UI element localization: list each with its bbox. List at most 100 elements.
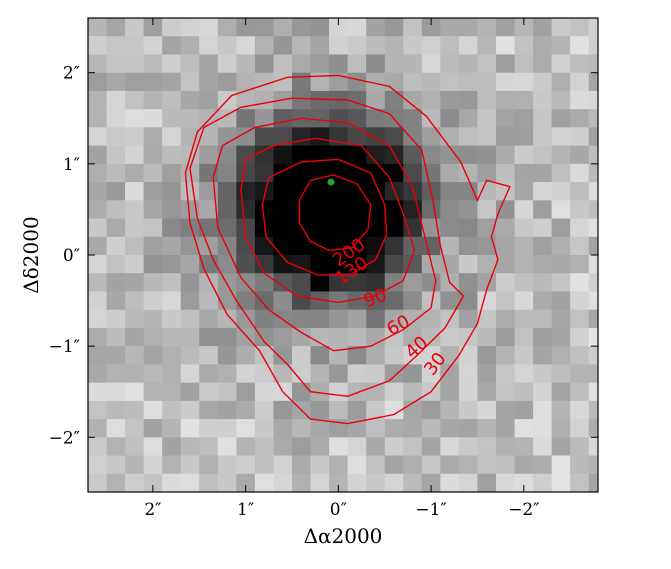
image-pixel [254, 309, 275, 329]
image-pixel [329, 309, 349, 329]
image-pixel [533, 72, 553, 92]
image-pixel [477, 127, 497, 147]
image-pixel [440, 437, 460, 457]
image-pixel [588, 364, 598, 384]
image-pixel [570, 36, 590, 56]
image-pixel [458, 90, 479, 110]
image-pixel [162, 145, 182, 165]
image-pixel [125, 364, 145, 384]
image-pixel [458, 36, 479, 56]
image-pixel [273, 182, 293, 201]
image-pixel [329, 400, 349, 420]
image-pixel [217, 473, 237, 492]
image-pixel [180, 18, 200, 37]
image-pixel [496, 54, 516, 74]
position-marker [327, 178, 335, 186]
image-pixel [366, 18, 386, 37]
image-pixel [217, 127, 237, 147]
image-pixel [403, 90, 423, 110]
image-pixel [403, 109, 423, 128]
image-pixel [347, 255, 367, 274]
image-pixel [458, 419, 479, 438]
image-pixel [533, 419, 553, 438]
image-pixel [607, 54, 626, 73]
image-pixel [310, 400, 330, 420]
image-pixel [403, 346, 423, 365]
image-pixel [496, 163, 516, 183]
image-pixel [292, 364, 312, 384]
image-pixel [292, 455, 312, 475]
contour-line-60 [212, 117, 437, 352]
image-pixel [329, 218, 349, 238]
image-pixel [551, 127, 571, 147]
image-pixel [199, 127, 219, 147]
image-pixel [162, 291, 182, 311]
image-pixel [477, 382, 497, 402]
image-pixel [514, 255, 534, 274]
image-pixel [236, 382, 256, 402]
image-pixel [180, 36, 200, 56]
image-pixel [570, 255, 590, 274]
image-pixel [570, 492, 589, 511]
image-pixel [329, 291, 349, 311]
image-pixel [551, 309, 571, 329]
image-pixel [551, 473, 571, 492]
image-pixel [236, 145, 256, 165]
image-pixel [310, 291, 330, 311]
image-pixel [403, 473, 423, 492]
image-pixel [607, 219, 626, 238]
image-pixel [570, 309, 590, 329]
image-pixel [88, 400, 108, 420]
image-pixel [310, 273, 330, 293]
image-pixel [329, 236, 349, 256]
image-pixel [88, 236, 108, 256]
image-pixel [440, 54, 460, 74]
image-pixel [533, 36, 553, 56]
image-pixel [106, 364, 126, 384]
image-pixel [310, 182, 330, 201]
image-pixel [180, 273, 200, 293]
image-pixel [329, 54, 349, 74]
image-pixel [254, 182, 275, 201]
image-pixels [88, 18, 626, 511]
image-pixel [217, 109, 237, 128]
image-pixel [551, 291, 571, 311]
image-pixel [143, 90, 163, 110]
image-pixel [107, 492, 126, 511]
image-pixel [199, 18, 219, 37]
image-pixel [347, 54, 367, 74]
image-pixel [458, 127, 479, 147]
image-pixel [588, 218, 598, 238]
image-pixel [458, 236, 479, 256]
image-pixel [88, 364, 108, 384]
image-pixel [514, 218, 534, 238]
image-pixel [143, 127, 163, 147]
image-pixel [347, 455, 367, 475]
image-pixel [292, 163, 312, 183]
image-pixel [273, 36, 293, 56]
image-pixel [292, 273, 312, 293]
image-pixel [384, 437, 404, 457]
image-pixel [477, 364, 497, 384]
image-pixel [366, 364, 386, 384]
image-pixel [217, 36, 237, 56]
image-pixel [125, 346, 145, 365]
image-pixel [292, 145, 312, 165]
image-pixel [310, 36, 330, 56]
image-pixel [162, 127, 182, 147]
contour-line-130 [261, 158, 388, 276]
image-pixel [347, 419, 367, 438]
image-pixel [588, 182, 598, 201]
image-pixel [496, 437, 516, 457]
image-pixel [496, 109, 516, 128]
image-pixel [496, 327, 516, 347]
image-pixel [570, 437, 590, 457]
image-pixel [421, 36, 441, 56]
image-pixel [514, 291, 534, 311]
image-pixel [310, 473, 330, 492]
image-pixel [384, 18, 404, 37]
image-pixel [106, 455, 126, 475]
image-pixel [588, 346, 598, 365]
image-pixel [459, 492, 478, 511]
image-pixel [329, 36, 349, 56]
